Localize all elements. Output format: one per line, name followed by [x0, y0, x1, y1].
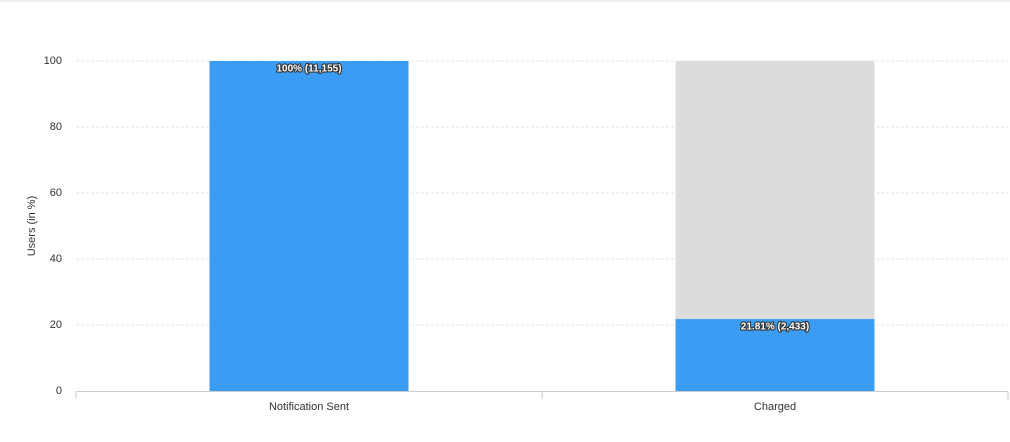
y-tick-label: 60	[50, 187, 62, 199]
bar-segment	[675, 61, 875, 320]
bar-segment	[675, 319, 875, 391]
data-label: 100% (11,155)	[276, 64, 341, 75]
x-tick-label: Notification Sent	[269, 401, 349, 413]
y-tick-label: 20	[50, 319, 62, 331]
y-tick-label: 80	[50, 121, 62, 133]
data-label: 21.81% (2,433)	[741, 322, 809, 333]
x-tick-label: Charged	[754, 401, 796, 413]
y-axis-label: Users (in %)	[26, 196, 38, 257]
y-tick-label: 40	[50, 253, 62, 265]
y-tick-label: 100	[44, 55, 62, 67]
y-tick-label: 0	[56, 385, 62, 397]
bar-segment	[209, 61, 409, 391]
